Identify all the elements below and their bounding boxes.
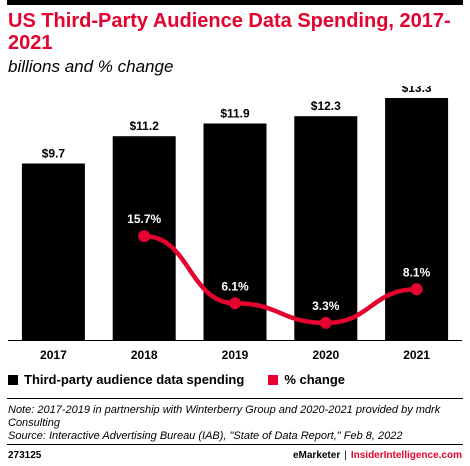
x-tick-2021: 2021 xyxy=(403,348,430,362)
bar-2021 xyxy=(385,98,449,340)
source-text: Source: Interactive Advertising Bureau (… xyxy=(8,430,403,442)
bar-label-2020: $12.3 xyxy=(311,99,341,113)
bar-2020 xyxy=(294,116,358,340)
change-line xyxy=(141,233,419,326)
change-point-2020 xyxy=(319,316,332,329)
change-point-2019 xyxy=(229,297,241,310)
divider-top xyxy=(7,398,463,399)
divider-bottom xyxy=(7,444,463,445)
brand-emarketer: eMarketer xyxy=(292,450,341,461)
legend-item-change: % change xyxy=(268,372,345,387)
bar-2017 xyxy=(21,163,85,340)
note-block: Note: 2017-2019 in partnership with Wint… xyxy=(8,404,458,443)
brand-footer: eMarketer | InsiderIntelligence.com xyxy=(293,450,462,461)
legend-label-change: % change xyxy=(284,372,345,387)
bar-label-2017: $9.7 xyxy=(42,147,66,161)
note-text: Note: 2017-2019 in partnership with Wint… xyxy=(8,404,441,429)
bar-label-2018: $11.2 xyxy=(130,119,160,133)
chart-id: 273125 xyxy=(8,450,42,461)
x-tick-2019: 2019 xyxy=(222,348,249,362)
legend-swatch-change xyxy=(268,374,279,385)
change-label-2018: 15.7% xyxy=(127,212,161,226)
x-tick-2018: 2018 xyxy=(131,348,158,362)
chart-subtitle: billions and % change xyxy=(8,57,174,76)
x-tick-2020: 2020 xyxy=(312,348,339,362)
brand-separator: | xyxy=(344,450,347,461)
change-label-2019: 6.1% xyxy=(221,279,249,293)
chart-area: $9.7 2017 $11.2 2018 $11.9 2019 $12.3 2020 $13.3… xyxy=(8,86,462,362)
brand-insider-intelligence: InsiderIntelligence.com xyxy=(350,450,462,461)
bar-label-2019: $11.9 xyxy=(220,106,250,120)
change-point-2021 xyxy=(410,283,423,296)
legend-swatch-spending xyxy=(8,374,18,385)
bar-label-2021: $13.3 xyxy=(402,86,432,95)
change-point-2018 xyxy=(138,230,151,243)
legend-item-spending: Third-party audience data spending xyxy=(8,372,244,387)
change-label-2020: 3.3% xyxy=(312,299,340,313)
legend: Third-party audience data spending % cha… xyxy=(8,372,369,387)
top-rule xyxy=(7,0,463,5)
change-label-2021: 8.1% xyxy=(403,265,431,279)
x-tick-2017: 2017 xyxy=(40,348,67,362)
legend-label-spending: Third-party audience data spending xyxy=(24,372,245,387)
chart-title: US Third-Party Audience Data Spending, 2… xyxy=(8,10,451,54)
